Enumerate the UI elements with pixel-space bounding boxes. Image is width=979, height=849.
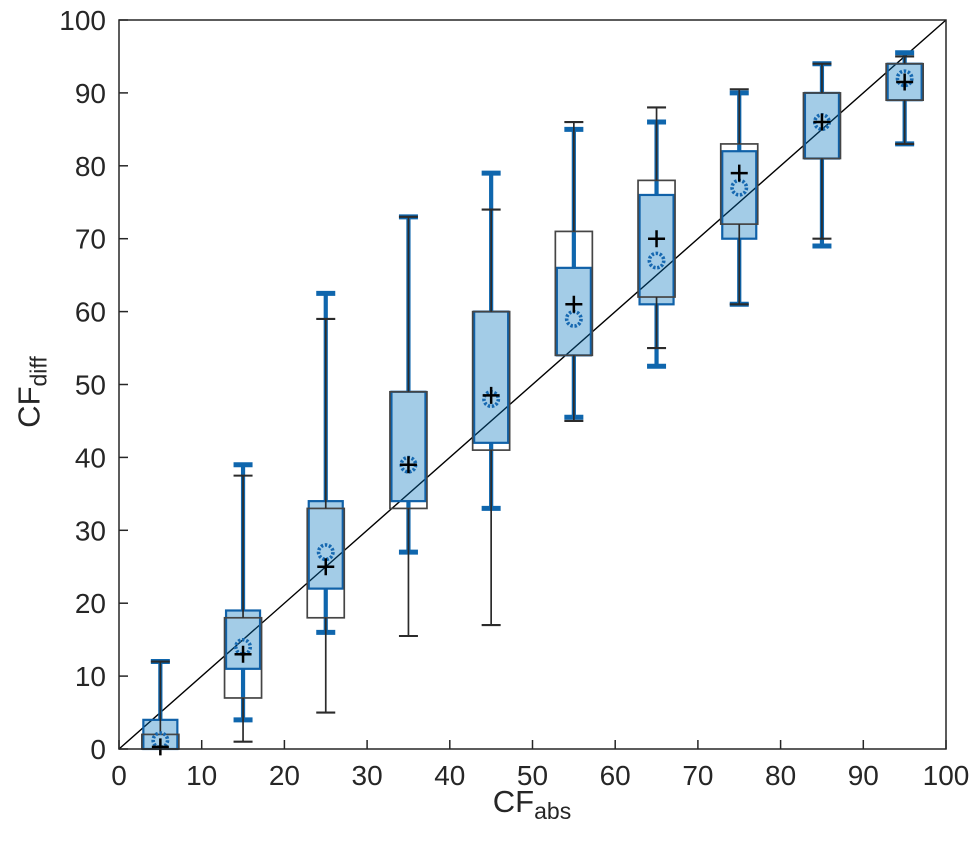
mean-circle-marker — [647, 251, 666, 270]
box-group-x25 — [306, 290, 346, 714]
mean-circle-marker — [316, 543, 335, 562]
mean-plus-marker — [896, 73, 914, 91]
x-tick-label: 20 — [269, 760, 300, 791]
x-tick-label: 100 — [923, 760, 970, 791]
y-tick-label: 50 — [75, 370, 106, 401]
box-group-x75 — [719, 88, 759, 307]
mean-plus-marker — [730, 164, 748, 182]
mean-plus-marker — [813, 113, 831, 131]
x-tick-label: 10 — [186, 760, 217, 791]
blue-box — [473, 310, 510, 444]
box-group-x85 — [802, 61, 842, 249]
blue-box — [390, 390, 427, 503]
x-axis-label: CFabs — [493, 784, 571, 825]
box-group-x95 — [885, 50, 925, 147]
y-axis-label-subscript: diff — [25, 356, 52, 387]
x-tick-label: 30 — [352, 760, 383, 791]
mean-circle-marker — [234, 637, 253, 656]
box-group-x5 — [141, 659, 180, 756]
mean-plus-marker — [565, 295, 583, 313]
box-group-x45 — [471, 170, 511, 627]
y-tick-label: 0 — [90, 734, 106, 765]
box-group-x15 — [223, 462, 263, 743]
mean-plus-marker — [317, 558, 335, 576]
blue-box — [638, 193, 675, 306]
mean-plus-marker — [234, 645, 252, 663]
x-tick-label: 50 — [517, 760, 548, 791]
box-group-x35 — [389, 214, 428, 638]
mean-plus-marker — [151, 738, 169, 756]
mean-plus-marker — [482, 386, 500, 404]
x-axis-label-subscript: abs — [534, 798, 572, 824]
mean-circle-marker — [895, 69, 914, 88]
box-group-x65 — [637, 106, 676, 369]
y-tick-label: 70 — [75, 224, 106, 255]
box-group-x55 — [554, 121, 594, 423]
y-axis-label-main: CF — [11, 386, 47, 428]
y-tick-label: 10 — [75, 661, 106, 692]
mean-circle-marker — [151, 731, 170, 750]
x-tick-label: 40 — [434, 760, 465, 791]
x-tick-label: 90 — [848, 760, 879, 791]
y-tick-label: 20 — [75, 588, 106, 619]
identity-line — [118, 19, 947, 750]
y-axis-label: CFdiff — [12, 332, 53, 452]
y-tick-label: 100 — [59, 5, 106, 36]
y-tick-label: 80 — [75, 151, 106, 182]
y-tick-label: 40 — [75, 442, 106, 473]
y-tick-label: 30 — [75, 515, 106, 546]
x-tick-label: 70 — [682, 760, 713, 791]
x-axis-label-main: CF — [492, 784, 535, 819]
x-tick-label: 80 — [765, 760, 796, 791]
y-tick-label: 90 — [75, 78, 106, 109]
x-tick-label: 60 — [600, 760, 631, 791]
mean-plus-marker — [648, 230, 666, 248]
mean-plus-marker — [399, 456, 417, 474]
y-tick-label: 60 — [75, 297, 106, 328]
x-tick-label: 0 — [111, 760, 127, 791]
